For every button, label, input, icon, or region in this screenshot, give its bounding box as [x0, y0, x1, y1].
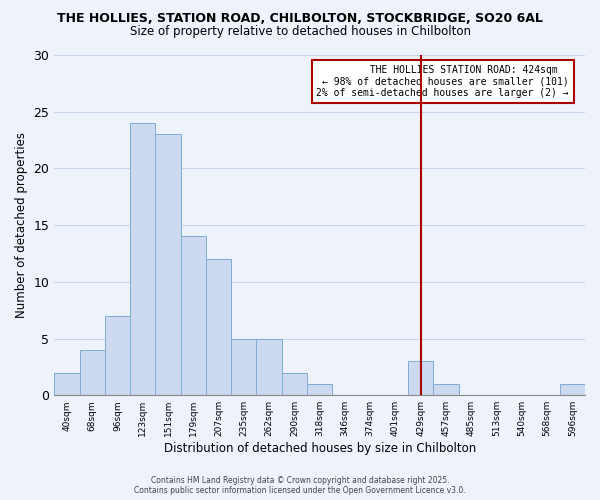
X-axis label: Distribution of detached houses by size in Chilbolton: Distribution of detached houses by size …: [164, 442, 476, 455]
Bar: [282, 372, 307, 395]
Text: Contains HM Land Registry data © Crown copyright and database right 2025.
Contai: Contains HM Land Registry data © Crown c…: [134, 476, 466, 495]
Bar: [231, 338, 256, 395]
Y-axis label: Number of detached properties: Number of detached properties: [15, 132, 28, 318]
Bar: [80, 350, 105, 395]
Bar: [307, 384, 332, 395]
Bar: [105, 316, 130, 395]
Text: THE HOLLIES, STATION ROAD, CHILBOLTON, STOCKBRIDGE, SO20 6AL: THE HOLLIES, STATION ROAD, CHILBOLTON, S…: [57, 12, 543, 26]
Bar: [433, 384, 458, 395]
Bar: [560, 384, 585, 395]
Bar: [130, 123, 155, 395]
Text: Size of property relative to detached houses in Chilbolton: Size of property relative to detached ho…: [130, 25, 470, 38]
Bar: [256, 338, 282, 395]
Text: THE HOLLIES STATION ROAD: 424sqm  
← 98% of detached houses are smaller (101)
2%: THE HOLLIES STATION ROAD: 424sqm ← 98% o…: [316, 65, 569, 98]
Bar: [181, 236, 206, 395]
Bar: [54, 372, 80, 395]
Bar: [206, 259, 231, 395]
Bar: [155, 134, 181, 395]
Bar: [408, 361, 433, 395]
